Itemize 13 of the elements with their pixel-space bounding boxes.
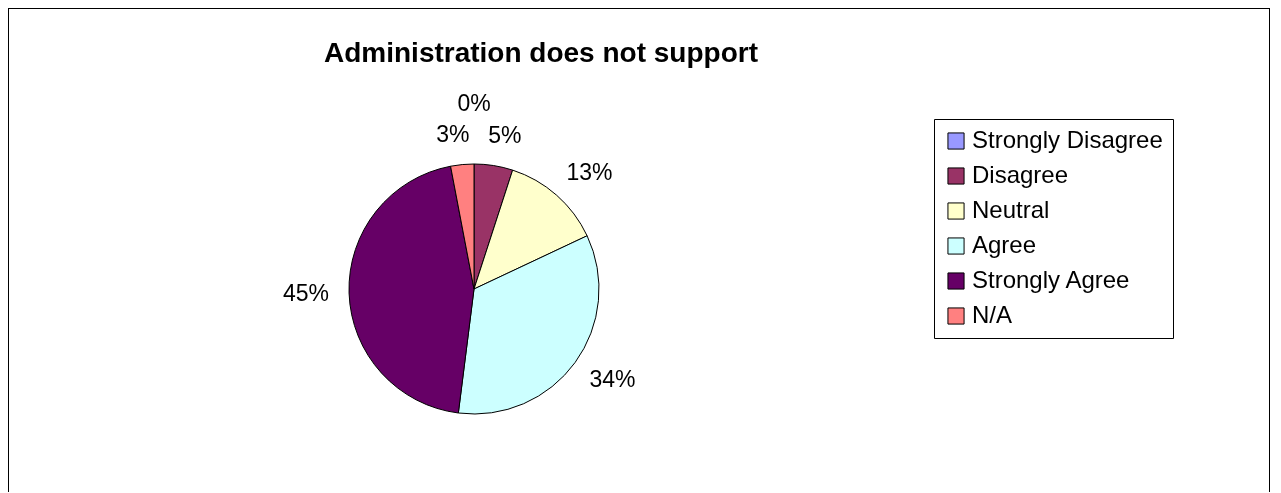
data-label: 34% [589,366,636,393]
chart-title: Administration does not support [324,37,758,68]
legend-label: Agree [972,231,1037,258]
data-label: 5% [488,121,522,148]
legend-label: Disagree [972,161,1069,188]
legend-label: N/A [972,301,1013,328]
data-label: 13% [566,158,613,185]
legend-label: Neutral [972,196,1050,223]
data-label: 3% [436,120,470,147]
text: 0% [457,90,491,116]
legend-label: Strongly Agree [972,266,1130,293]
data-label: 45% [283,279,330,306]
legend-label: Strongly Disagree [972,126,1163,153]
